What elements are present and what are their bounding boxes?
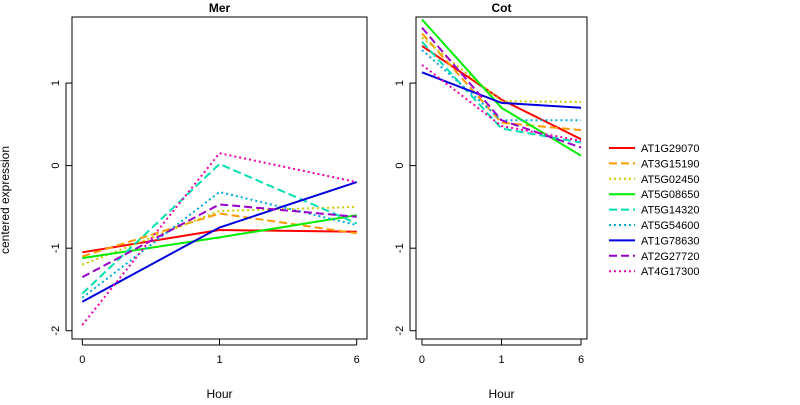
series-line-AT5G08650 — [82, 214, 357, 260]
x-tick-label: 1 — [216, 354, 222, 366]
y-tick-label: 0 — [50, 163, 62, 169]
series-line-AT4G17300 — [81, 152, 357, 326]
y-tick-label: -1 — [50, 243, 62, 253]
panel-1: Cot 0 1 6 -2 -1 0 1 Hour — [394, 1, 588, 401]
legend-item: AT5G08650 — [609, 189, 700, 201]
x-tick-label: 0 — [419, 354, 425, 366]
legend-label: AT5G14320 — [641, 205, 700, 217]
panel-frame — [71, 16, 368, 340]
series-line-AT3G15190 — [82, 212, 357, 258]
series-line-AT4G17300 — [421, 64, 582, 142]
legend-label: AT5G54600 — [641, 220, 700, 232]
legend-label: AT5G08650 — [641, 189, 700, 201]
series-line-AT1G78630 — [421, 71, 582, 109]
figure-ylabel: centered expression — [0, 146, 12, 254]
legend-item: AT5G02450 — [609, 174, 700, 186]
legend-label: AT1G78630 — [641, 235, 700, 247]
legend-item: AT5G54600 — [609, 220, 700, 232]
legend-label: AT2G27720 — [641, 251, 700, 263]
y-tick-label: -1 — [394, 243, 406, 253]
legend-item: AT1G29070 — [609, 143, 700, 155]
series-line-AT5G14320 — [421, 41, 582, 144]
x-tick-label: 0 — [79, 354, 85, 366]
y-tick-label: -2 — [50, 326, 62, 336]
panel-title: Mer — [209, 1, 231, 15]
series-line-AT1G29070 — [421, 45, 582, 141]
series-line-AT1G29070 — [82, 228, 357, 254]
legend-label: AT3G15190 — [641, 158, 700, 170]
y-tick-label: 1 — [394, 80, 406, 86]
x-tick-label: 6 — [578, 354, 584, 366]
series-line-AT2G27720 — [421, 27, 582, 149]
y-tick-label: -2 — [394, 326, 406, 336]
legend-item: AT2G27720 — [609, 251, 700, 263]
legend-item: AT3G15190 — [609, 158, 700, 170]
legend-item: AT1G78630 — [609, 235, 700, 247]
panel-0: Mer 0 1 6 -2 -1 0 1 Hour — [50, 1, 368, 401]
y-tick-label: 0 — [394, 163, 406, 169]
legend: AT1G29070 AT3G15190 AT5G02450 AT5G08650 AT5G… — [609, 143, 700, 278]
series-line-AT5G08650 — [421, 18, 582, 157]
legend-label: AT1G29070 — [641, 143, 700, 155]
series-line-AT5G02450 — [421, 36, 582, 103]
series-line-AT2G27720 — [81, 203, 357, 278]
legend-item: AT4G17300 — [609, 266, 700, 278]
series-line-AT1G78630 — [81, 181, 358, 303]
x-tick-label: 6 — [354, 354, 360, 366]
y-tick-label: 1 — [50, 80, 62, 86]
series-line-AT5G14320 — [81, 162, 358, 295]
legend-label: AT5G02450 — [641, 174, 700, 186]
panel-title: Cot — [492, 1, 512, 15]
panels-layer: Mer 0 1 6 -2 -1 0 1 Hour Cot 0 1 6 -2 -1 0 1 Hour — [50, 1, 588, 401]
x-axis-label: Hour — [488, 387, 514, 400]
legend-label: AT4G17300 — [641, 266, 700, 278]
x-axis-label: Hour — [206, 387, 232, 400]
x-tick-label: 1 — [498, 354, 504, 366]
legend-item: AT5G14320 — [609, 205, 700, 217]
panel-frame — [415, 16, 588, 340]
series-line-AT3G15190 — [421, 32, 582, 132]
